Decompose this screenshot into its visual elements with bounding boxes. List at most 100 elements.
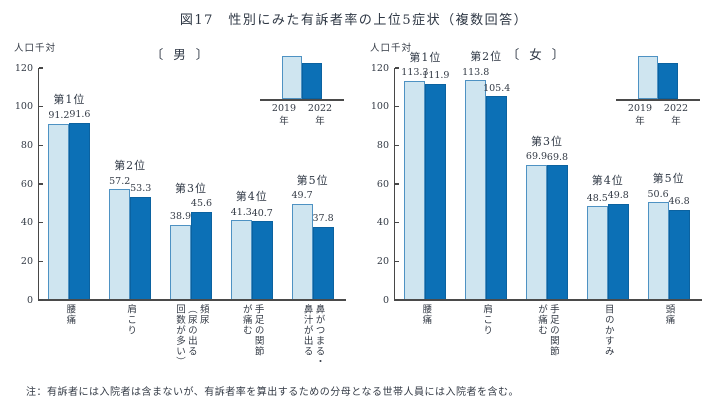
panel-header-female: 〔 女 〕 — [506, 47, 568, 62]
y-tick-mark — [39, 183, 43, 185]
value-label: 111.9 — [422, 70, 450, 82]
bar-group: 第4位 41.3 40.7 手足の関節 が痛む — [230, 68, 273, 356]
category-label: 腰痛 — [385, 304, 465, 325]
rank-label: 第5位 — [296, 173, 329, 187]
legend-label-2022: 2022 年 — [658, 103, 694, 129]
legend-swatch-2022 — [658, 63, 678, 99]
y-tick-mark — [395, 106, 399, 108]
y-tick-mark — [39, 260, 43, 262]
legend-year: 2022 — [307, 103, 333, 114]
y-tick-mark — [395, 144, 399, 146]
value-label: 69.8 — [546, 151, 569, 163]
bar-2019年 — [109, 189, 131, 300]
rank-label: 第2位 — [470, 50, 503, 63]
category-label: 頭痛 — [629, 304, 708, 325]
category-label: 手足の関節 が痛む — [212, 304, 292, 357]
legend-swatch-2019 — [638, 56, 658, 99]
legend-year: 2022 — [663, 103, 689, 114]
y-tick-mark — [39, 144, 43, 146]
category-label-text: 腰痛 — [420, 304, 432, 325]
legend-label-2022: 2022 年 — [302, 103, 338, 129]
rank-label: 第3位 — [174, 181, 207, 195]
legend-baseline — [616, 99, 700, 101]
category-label: 肩こり — [446, 304, 526, 336]
y-tick-label: 80 — [376, 139, 389, 151]
category-label-text: 目のかすみ — [602, 304, 614, 357]
bar-group: 第5位 50.6 46.8 頭痛 — [647, 68, 690, 325]
bar-2019年 — [404, 80, 426, 300]
rank-label: 第5位 — [652, 172, 685, 186]
legend-year-unit: 年 — [671, 115, 681, 127]
x-axis-baseline — [394, 298, 702, 301]
chart-panel-female: 人口千対 〔 女 〕 2019 年 2022 年 第1位 113.3 111.9 腰 — [368, 40, 706, 380]
y-tick-mark — [39, 222, 43, 224]
bar-2019年 — [465, 80, 487, 300]
bar-2019年 — [230, 220, 252, 300]
bar-2022年 — [607, 203, 629, 300]
legend: 2019 年 2022 年 — [616, 56, 700, 129]
bar-2019年 — [586, 206, 608, 300]
footnote: 注：有訴者には入院者は含まないが、有訴者率を算出するための分母となる世帯人員には… — [26, 387, 519, 398]
value-label: 113.3 — [401, 67, 429, 79]
y-axis-line — [394, 68, 396, 300]
category-label-text: 鼻がつまる・ 鼻汁が出る — [301, 304, 325, 367]
bar-2022年 — [130, 196, 152, 300]
legend-bars — [616, 56, 700, 99]
legend-year-unit: 年 — [315, 115, 325, 127]
value-label: 57.2 — [109, 175, 131, 187]
legend: 2019 年 2022 年 — [260, 56, 344, 129]
x-axis-baseline — [38, 298, 346, 301]
bar-2019年 — [48, 123, 70, 300]
y-tick-label: 100 — [14, 101, 33, 113]
legend-labels: 2019 年 2022 年 — [616, 103, 700, 129]
rank-label: 第2位 — [114, 159, 147, 173]
category-label-text: 手足の関節 が痛む — [240, 304, 264, 357]
category-label: 手足の関節 が痛む — [507, 304, 587, 357]
panel-header-male: 〔 男 〕 — [150, 47, 212, 62]
value-label: 113.8 — [462, 66, 490, 78]
bar-2022年 — [312, 226, 334, 300]
y-tick-mark — [395, 222, 399, 224]
value-label: 49.8 — [607, 190, 629, 202]
value-label: 53.3 — [130, 183, 152, 195]
value-label: 49.7 — [291, 190, 313, 202]
y-tick-label: 0 — [382, 294, 389, 306]
rank-label: 第1位 — [409, 50, 442, 64]
y-tick-label: 20 — [20, 255, 33, 267]
figure-title: 図17 性別にみた有訴者率の上位5症状（複数回答） — [179, 13, 529, 28]
y-axis-unit-label: 人口千対 — [14, 43, 57, 54]
y-tick-label: 100 — [370, 101, 389, 113]
y-tick-label: 40 — [376, 217, 389, 229]
value-label: 50.6 — [647, 188, 669, 200]
plot-female: 第1位 113.3 111.9 腰痛 第2位 113.8 105.4 肩こり 第3位 69.9 69… — [368, 50, 706, 357]
bar-group: 第3位 38.9 45.6 頻尿 （尿の出る 回数が多い） — [169, 68, 212, 367]
bar-group: 第4位 48.5 49.8 目のかすみ — [586, 68, 629, 357]
legend-swatch-2022 — [302, 63, 322, 99]
value-label: 48.5 — [586, 192, 608, 204]
category-label-text: 頭痛 — [663, 304, 675, 325]
category-label-text: 頻尿 （尿の出る 回数が多い） — [174, 304, 209, 367]
bar-group: 第2位 57.2 53.3 肩こり — [109, 68, 152, 335]
category-label: 鼻がつまる・ 鼻汁が出る — [273, 304, 353, 367]
y-tick-mark — [39, 299, 43, 301]
bar-group: 第3位 69.9 69.8 手足の関節 が痛む — [525, 68, 568, 357]
value-label: 41.3 — [230, 206, 252, 218]
bar-2019年 — [647, 202, 669, 300]
category-label: 頻尿 （尿の出る 回数が多い） — [151, 304, 231, 367]
value-label: 91.2 — [48, 110, 70, 122]
bar-group: 第2位 113.8 105.4 肩こり — [462, 50, 510, 336]
y-tick-label: 120 — [370, 62, 389, 74]
bar-2022年 — [251, 221, 273, 300]
y-tick-mark — [395, 299, 399, 301]
bar-group: 第1位 91.2 91.6 腰痛 — [48, 68, 90, 325]
bar-2019年 — [169, 224, 191, 300]
category-label-text: 腰痛 — [64, 304, 76, 325]
bar-2019年 — [525, 164, 547, 300]
value-label: 46.8 — [668, 196, 690, 208]
value-label: 91.6 — [69, 109, 91, 121]
y-tick-mark — [395, 183, 399, 185]
y-axis-line — [38, 68, 40, 300]
rank-label: 第3位 — [530, 134, 563, 148]
y-tick-label: 80 — [20, 139, 33, 151]
y-tick-label: 120 — [14, 62, 33, 74]
